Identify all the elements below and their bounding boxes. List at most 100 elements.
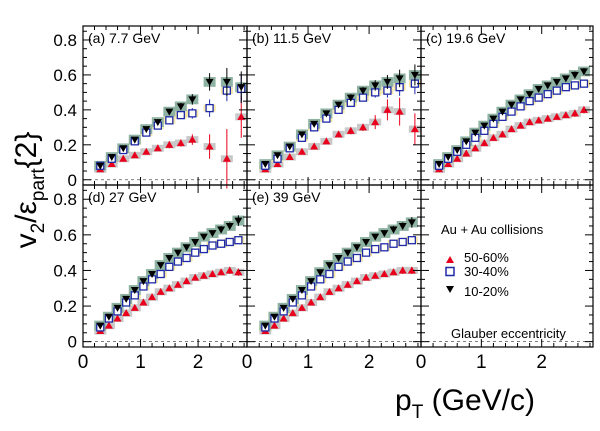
panel-label: (b) 11.5 GeV: [252, 30, 332, 46]
y-tick-label: 0.6: [53, 226, 77, 245]
point-50-60: [279, 314, 288, 322]
point-10-20: [96, 162, 105, 170]
x-axis-label: pT (GeV/c): [395, 384, 535, 423]
point-50-60: [407, 266, 416, 274]
panel-4: (d) 27 GeV: [83, 189, 247, 343]
point-10-20: [322, 110, 331, 118]
panel-5: (e) 39 GeV: [247, 189, 421, 343]
point-10-20: [119, 145, 128, 153]
point-10-20: [389, 226, 398, 234]
point-10-20: [380, 230, 389, 238]
point-50-60: [270, 321, 279, 329]
point-50-60: [234, 268, 243, 276]
point-50-60: [205, 142, 214, 150]
y-tick-label: 0: [68, 171, 77, 190]
point-10-20: [383, 78, 392, 86]
y-tick-label: 0.2: [53, 136, 77, 155]
point-50-60: [498, 130, 507, 138]
point-50-60: [130, 151, 139, 159]
point-10-20: [371, 82, 380, 90]
point-50-60: [398, 266, 407, 274]
y-tick-label: 0.8: [53, 190, 77, 209]
point-30-40: [552, 86, 561, 95]
point-50-60: [119, 154, 128, 162]
point-30-40: [325, 269, 334, 279]
x-tick-label: 0: [78, 352, 89, 373]
point-30-40: [316, 275, 325, 284]
x-tick-label: 0: [242, 352, 253, 373]
point-30-40: [165, 262, 174, 272]
point-10-20: [237, 84, 246, 92]
point-50-60: [176, 139, 185, 147]
y-tick-label: 0.8: [53, 31, 77, 50]
point-30-40: [205, 103, 214, 113]
point-10-20: [507, 101, 516, 109]
point-10-20: [543, 82, 552, 90]
point-30-40: [334, 262, 343, 272]
point-50-60: [122, 309, 131, 317]
point-10-20: [270, 313, 279, 321]
point-10-20: [371, 233, 380, 241]
panel-frame: [420, 184, 594, 348]
y-tick-label: 0.6: [53, 66, 77, 85]
point-30-40: [191, 248, 200, 257]
point-30-40: [380, 243, 389, 252]
point-10-20: [96, 322, 105, 330]
point-50-60: [410, 125, 419, 133]
point-10-20: [462, 138, 471, 146]
legend: Au + Au collisions 50-60% 30-40% 10-20% …: [441, 222, 566, 341]
point-30-40: [352, 253, 362, 263]
point-50-60: [444, 160, 453, 168]
point-50-60: [208, 270, 217, 278]
point-10-20: [173, 249, 182, 257]
y-tick-label: 0.2: [53, 297, 77, 316]
point-50-60: [225, 266, 234, 274]
point-10-20: [498, 108, 507, 116]
point-30-40: [358, 93, 368, 102]
y-tick-label: 0.4: [53, 101, 77, 120]
point-10-20: [107, 154, 116, 162]
point-10-20: [525, 91, 534, 99]
point-50-60: [534, 116, 543, 124]
point-10-20: [516, 96, 525, 104]
point-30-40: [407, 236, 416, 245]
point-10-20: [182, 244, 191, 252]
point-30-40: [156, 269, 165, 279]
point-10-20: [156, 262, 165, 270]
point-10-20: [334, 101, 343, 109]
legend-marker-30-40: [445, 266, 455, 277]
point-10-20: [552, 78, 561, 86]
point-30-40: [216, 239, 226, 248]
point-50-60: [352, 277, 361, 285]
point-10-20: [104, 313, 113, 321]
point-50-60: [453, 154, 462, 162]
point-10-20: [297, 287, 306, 295]
point-10-20: [444, 154, 453, 162]
point-50-60: [285, 153, 294, 161]
point-50-60: [107, 160, 116, 168]
point-50-60: [489, 133, 498, 141]
point-10-20: [279, 304, 288, 312]
point-10-20: [217, 226, 226, 234]
point-50-60: [153, 144, 162, 152]
point-10-20: [471, 129, 480, 137]
point-50-60: [297, 303, 306, 311]
point-50-60: [148, 293, 157, 301]
panel-label: (a) 7.7 GeV: [88, 30, 161, 46]
point-50-60: [579, 105, 588, 113]
point-50-60: [525, 118, 534, 126]
point-10-20: [435, 161, 444, 169]
point-10-20: [113, 304, 122, 312]
point-30-40: [534, 93, 543, 102]
point-50-60: [389, 268, 398, 276]
point-30-40: [361, 248, 371, 257]
point-50-60: [182, 277, 191, 285]
legend-entry-10-20: 10-20%: [464, 284, 509, 299]
point-30-40: [570, 81, 580, 90]
point-30-40: [525, 96, 534, 106]
point-30-40: [173, 257, 183, 266]
panel-2: (b) 11.5 GeV: [247, 30, 421, 181]
point-50-60: [325, 287, 334, 295]
point-10-20: [297, 131, 306, 139]
point-50-60: [371, 118, 380, 126]
